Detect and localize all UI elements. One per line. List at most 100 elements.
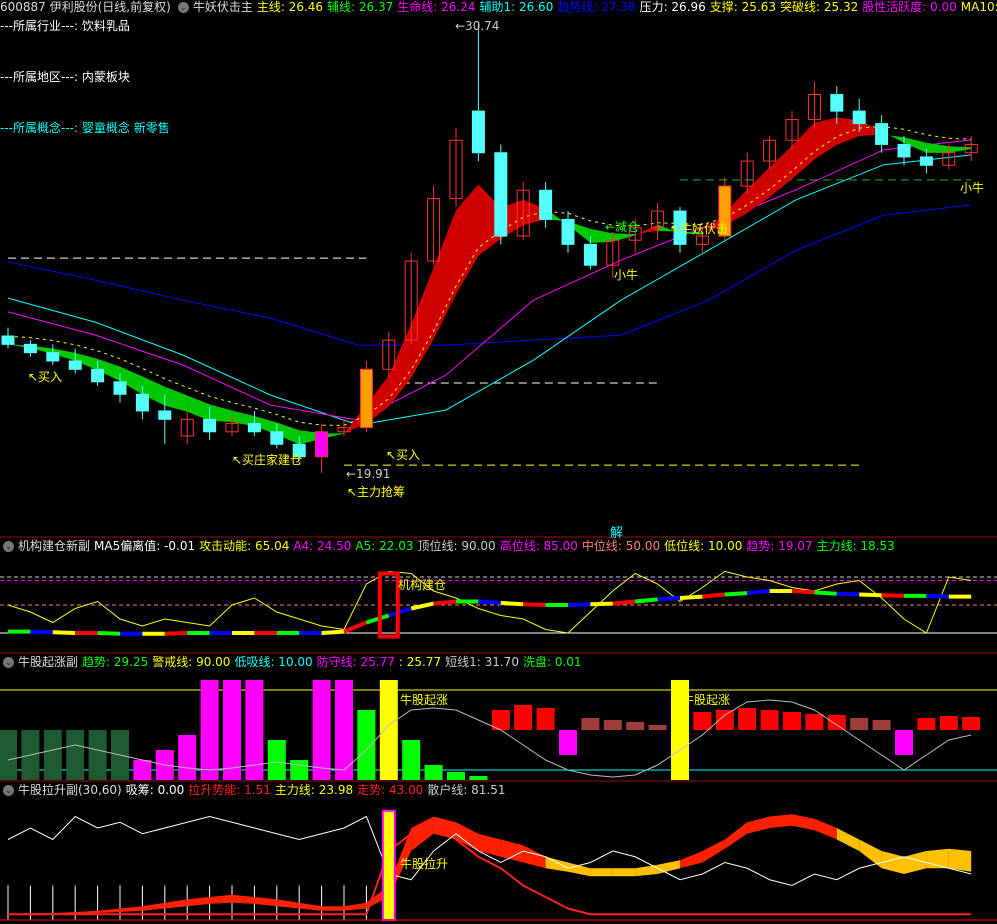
ribbon-segment <box>120 366 143 395</box>
trend-segment <box>635 597 658 604</box>
indicator-value: 趋势: 29.25 <box>82 655 149 669</box>
high-price-label: ←30.74 <box>455 19 500 33</box>
candle <box>875 123 889 145</box>
indicator-value: 防守线: 25.77 <box>316 655 395 669</box>
dealer-signal: ↖买庄家建仓 <box>232 453 303 467</box>
panel3-bar <box>379 680 398 780</box>
ribbon-segment <box>433 210 456 340</box>
xiaoniu-signal-1: 小牛 <box>614 268 639 282</box>
qizhang-signal-2: 牛股起涨 <box>682 693 731 707</box>
candle <box>158 410 172 420</box>
indicator-value: 吸筹: 0.00 <box>125 783 185 797</box>
band-segment <box>523 845 546 869</box>
panel4-title[interactable]: 牛股拉升副(30,60) <box>18 783 122 797</box>
trend-segment <box>30 629 53 635</box>
panel3-bar <box>223 680 241 780</box>
jigou-signal: 机构建仓 <box>398 578 447 592</box>
panel3-title[interactable]: 牛股起涨副 <box>18 655 79 669</box>
indicator-value: 攻击动能: 65.04 <box>199 539 290 553</box>
ribbon-segment <box>948 146 972 153</box>
candle <box>404 260 418 341</box>
band-segment <box>142 902 165 911</box>
jigou-box <box>377 571 400 639</box>
panel3-bar <box>895 730 913 755</box>
panel3-bar <box>738 708 757 730</box>
panel2-header: ⌄ 机构建仓新副 MA5偏离值: -0.01 攻击动能: 65.04 A4: 24.50… <box>0 539 903 553</box>
indicator-name[interactable]: 牛妖伏击主 <box>192 0 253 14</box>
candle <box>942 152 956 166</box>
panel3-bar <box>559 730 577 755</box>
candle <box>23 343 37 354</box>
dropdown-icon[interactable]: ⌄ <box>3 541 14 552</box>
candle <box>964 143 978 154</box>
panel3-bar <box>133 760 152 780</box>
niuyao-signal: ↖牛妖伏击 <box>670 222 729 236</box>
ribbon-segment <box>254 416 277 435</box>
panel3-bar <box>0 730 17 780</box>
band-segment <box>635 864 658 877</box>
indicator-value: MA10: 26.28 <box>960 0 997 14</box>
ribbon-segment <box>209 404 232 422</box>
candle <box>292 443 306 458</box>
candle <box>740 160 754 187</box>
band-segment <box>859 839 882 869</box>
band-segment <box>411 816 434 851</box>
candle <box>270 431 284 445</box>
panel3-bar <box>648 725 667 730</box>
xiaoniu-signal-2: 小牛 <box>960 181 985 195</box>
panel3-bar <box>514 705 533 730</box>
candle <box>113 381 127 395</box>
candle <box>1 335 15 345</box>
reduce-signal: ←减仓 <box>605 220 640 234</box>
candle <box>180 418 194 437</box>
panel3-header: ⌄ 牛股起涨副 趋势: 29.25 警戒线: 90.00 低吸线: 10.00 防守线: … <box>0 655 590 669</box>
panel3-bar <box>962 717 981 730</box>
trend-segment <box>388 606 412 618</box>
ribbon-segment <box>75 352 98 371</box>
panel3-bar <box>805 714 824 730</box>
panel3-bar <box>603 720 622 730</box>
band-segment <box>187 897 210 907</box>
candle <box>763 139 777 162</box>
trend-segment <box>97 631 121 636</box>
indicator-value: 辅线: 26.37 <box>327 0 394 14</box>
dropdown-icon[interactable]: ⌄ <box>3 785 14 796</box>
short-line <box>7 699 972 778</box>
buy-signal-2: ↖买入 <box>386 448 421 462</box>
indicator-value: 股性活跃度: 0.00 <box>862 0 957 14</box>
lasheng-box <box>381 809 396 921</box>
candle <box>449 139 463 200</box>
panel3-bar <box>850 718 869 730</box>
ribbon-segment <box>8 344 31 349</box>
band-segment <box>590 868 613 877</box>
trend-segment <box>836 591 860 597</box>
indicator-value: 高位线: 85.00 <box>499 539 578 553</box>
trend-segment <box>702 592 725 599</box>
band-segment <box>276 899 300 909</box>
panel3-bar <box>760 710 779 730</box>
dropdown-icon[interactable]: ⌄ <box>3 657 14 668</box>
trend-segment <box>410 601 435 611</box>
trend-segment <box>567 602 591 607</box>
indicator-value: A5: 22.03 <box>355 539 414 553</box>
dropdown-icon[interactable]: ⌄ <box>177 2 189 13</box>
candle <box>359 368 373 429</box>
indicator-value: 顶位线: 90.00 <box>417 539 496 553</box>
band-segment <box>545 856 568 872</box>
explain-button[interactable]: 解 <box>610 526 624 541</box>
indicator-value: 低吸线: 10.00 <box>234 655 313 669</box>
candle <box>382 339 396 370</box>
ribbon-segment <box>590 228 613 243</box>
qizhang-signal-1: 牛股起涨 <box>400 693 449 707</box>
band-segment <box>881 851 904 874</box>
ribbon-segment <box>836 117 860 145</box>
panel2-title[interactable]: 机构建仓新副 <box>18 539 91 553</box>
indicator-value: 趋势: 19.07 <box>746 539 813 553</box>
candle <box>539 189 553 220</box>
band-segment <box>433 816 456 840</box>
candle <box>583 243 597 266</box>
candle <box>695 235 709 245</box>
panel3-bar <box>267 740 286 780</box>
ribbon-segment <box>142 376 165 406</box>
